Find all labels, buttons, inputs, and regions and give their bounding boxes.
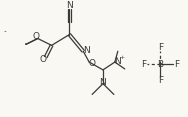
Text: F: F (158, 76, 163, 85)
Text: B: B (157, 60, 163, 69)
Text: N: N (100, 78, 106, 87)
Text: F: F (175, 60, 180, 69)
Text: O: O (89, 58, 96, 68)
Text: F: F (141, 60, 146, 69)
Bar (2, 32, 24, 45)
Text: N: N (66, 1, 73, 10)
Text: O: O (32, 32, 39, 41)
Text: +: + (120, 55, 125, 60)
Text: F: F (158, 43, 163, 52)
Text: ethyl: ethyl (2, 35, 18, 40)
Text: N: N (114, 57, 121, 66)
Text: O: O (39, 55, 46, 64)
Text: N: N (83, 46, 89, 55)
